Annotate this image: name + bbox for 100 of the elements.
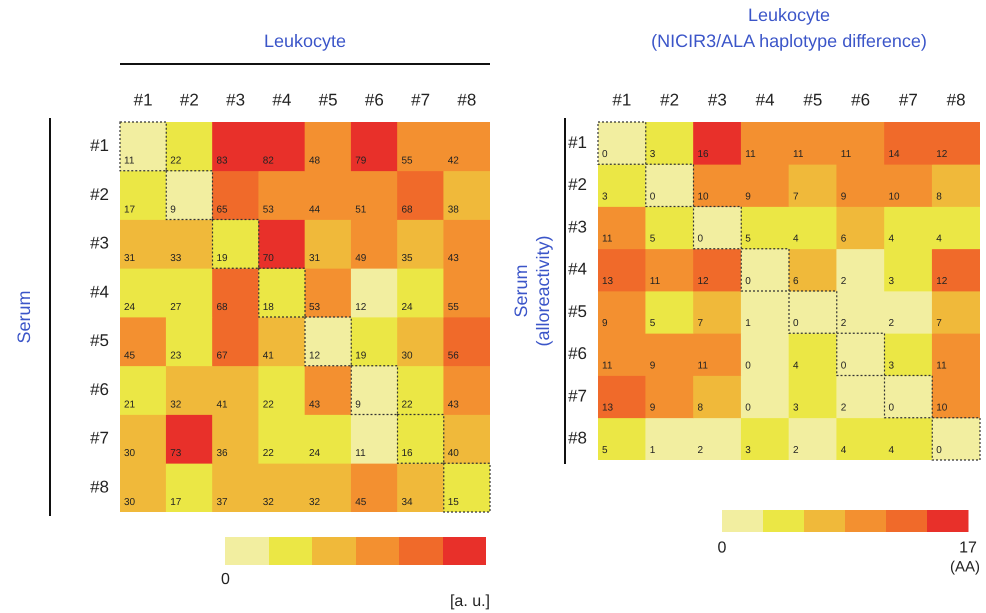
data-label: 67 [216,350,228,362]
data-label: 43 [448,253,460,264]
data-label: 36 [216,448,228,459]
y-tick-label: #5 [568,302,587,321]
data-label: 11 [124,156,135,166]
color-bar-label: 17 [959,539,977,556]
data-label: 21 [124,399,136,410]
data-label: 82 [262,156,274,166]
data-label: 1 [650,444,656,456]
data-label: 0 [745,360,752,372]
data-label: 56 [448,350,460,362]
data-label: 18 [262,302,274,313]
data-label: 14 [888,149,900,160]
data-label: 43 [309,399,321,410]
data-label: 9 [650,360,656,372]
data-label: 0 [936,444,942,456]
data-label: 30 [124,448,136,459]
x-tick-label: #7 [898,90,918,110]
y-tick-label: #3 [90,234,109,253]
data-label: 22 [262,399,274,410]
data-label: 35 [402,253,414,264]
data-label: 38 [448,204,460,216]
y-tick-label: #4 [568,260,587,279]
data-label: 33 [170,253,182,264]
data-label: 7 [936,318,942,329]
text: [a. u.] [450,593,490,611]
data-label: 27 [170,302,182,313]
data-label: 4 [793,360,799,372]
y-tick-label: #8 [568,428,587,448]
data-label: 41 [216,399,228,410]
x-tick-label: #6 [364,90,384,110]
data-label: 31 [309,253,321,264]
data-label: 22 [402,399,414,410]
data-label: 4 [793,234,799,244]
data-label: 7 [793,191,799,202]
data-label: 68 [216,302,228,313]
data-label: 12 [309,350,321,362]
data-label: 13 [602,276,614,287]
data-label: 32 [262,496,274,508]
y-tick-label: #8 [90,477,109,496]
data-label: 3 [650,149,656,160]
data-label: 10 [888,191,900,202]
data-label: 4 [888,234,894,244]
data-label: 2 [698,444,704,456]
data-label: 45 [124,350,136,362]
y-tick-label: #7 [90,428,109,448]
data-label: 0 [602,149,608,160]
data-label: 53 [309,302,321,313]
data-label: 3 [745,444,752,456]
data-label: 24 [402,302,414,313]
data-label: 0 [698,234,704,244]
data-label: 3 [888,276,894,287]
data-label: 1 [745,318,752,329]
data-label: 4 [840,444,847,456]
data-label: 9 [355,399,362,410]
y-axis-title: Serum [14,290,34,344]
data-label: 12 [936,149,948,160]
data-label: 32 [309,496,321,508]
x-tick-label: #6 [851,90,870,110]
data-label: 11 [602,234,613,244]
data-label: 0 [793,318,799,329]
data-label: 8 [936,191,942,202]
data-label: 0 [840,360,847,372]
data-label: 11 [745,149,756,160]
y-tick-label: #3 [568,217,587,236]
y-tick-label: #1 [568,132,587,152]
data-label: 15 [448,496,460,508]
data-label: 9 [840,191,847,202]
data-label: 0 [745,276,752,287]
data-label: 42 [448,156,460,166]
color-bar-title: (AA) [950,558,980,576]
data-label: 34 [402,496,414,508]
data-label: 7 [698,318,704,329]
y-tick-label: #6 [568,344,587,364]
x-tick-label: #4 [756,90,775,110]
data-label: 19 [216,253,228,264]
data-label: 3 [602,191,608,202]
x-tick-label: #3 [708,90,727,110]
data-label: 16 [698,149,710,160]
data-label: 32 [170,399,182,410]
data-label: 30 [402,350,414,362]
data-label: 17 [124,204,136,216]
data-label: 16 [402,448,414,459]
y-tick-label: #7 [568,386,587,406]
data-label: 51 [355,204,367,216]
data-label: 73 [170,448,182,459]
data-label: 13 [602,402,614,414]
data-label: 3 [888,360,894,372]
data-label: 53 [262,204,274,216]
data-label: 6 [840,234,847,244]
data-label: 6 [793,276,799,287]
data-label: 43 [448,399,460,410]
data-label: 2 [793,444,799,456]
data-label: 12 [698,276,710,287]
data-label: 8 [698,402,704,414]
y-tick-label: #1 [90,136,109,156]
y-tick-label: #4 [90,282,109,302]
data-label: 41 [262,350,274,362]
data-label: 22 [170,156,182,166]
x-tick-label: #8 [457,90,476,110]
